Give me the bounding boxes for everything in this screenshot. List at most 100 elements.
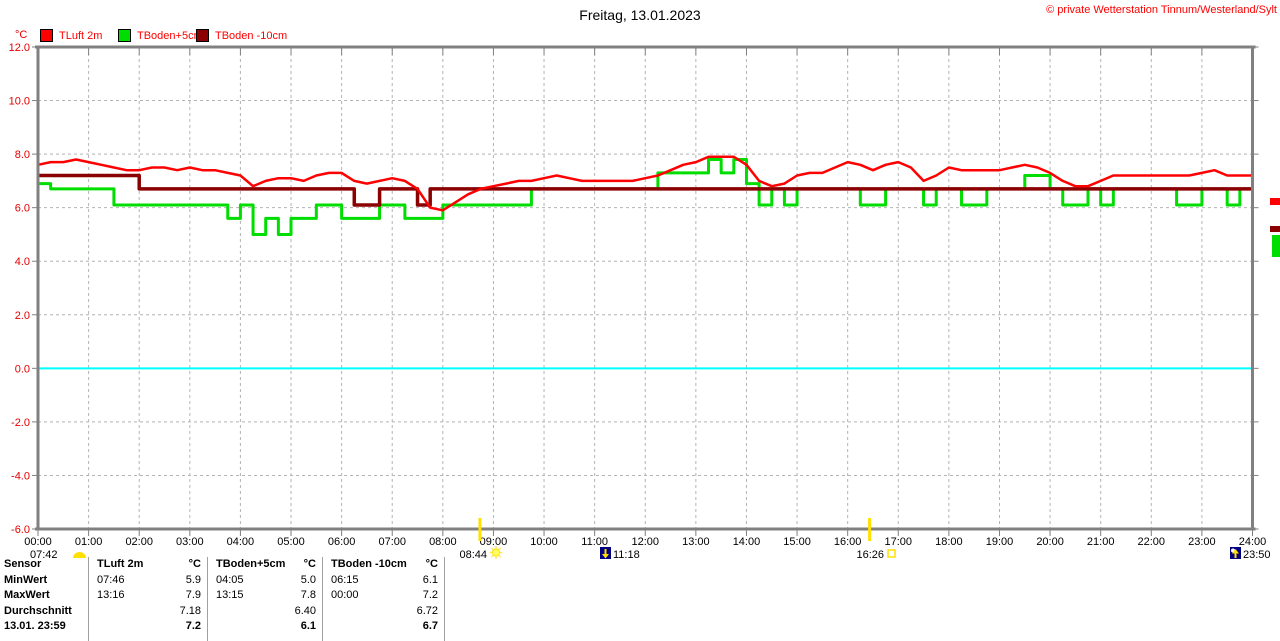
table-data-row: 07:46 5.9: [89, 573, 207, 589]
x-tick-label: 10:00: [530, 536, 558, 548]
y-tick-label: 8.0: [15, 149, 30, 161]
y-axis-unit: °C: [15, 29, 28, 41]
cell-time: 00:00: [331, 589, 359, 602]
legend-swatch-icon: [40, 29, 53, 42]
x-axis-labels: 00:00 01:00 02:00 03:00 04:00 05:00 06:00 07:00…: [24, 536, 1266, 548]
sensor-unit: °C: [303, 558, 316, 570]
dawn-icon: [73, 552, 86, 558]
cell-time: 13:15: [216, 589, 244, 602]
table-data-row: 13:15 7.8: [208, 588, 322, 604]
legend-label: TLuft 2m: [59, 29, 103, 42]
cell-value: 5.0: [300, 573, 316, 586]
table-data-row: 7.2: [89, 619, 207, 635]
cell-time: 04:05: [216, 573, 244, 586]
y-tick-label: -2.0: [11, 417, 30, 429]
x-tick-label: 04:00: [227, 536, 255, 548]
moonrise-icon: [1230, 547, 1241, 559]
sun-icon: [489, 546, 503, 559]
y-tick-label: 12.0: [9, 42, 30, 54]
x-tick-label: 12:00: [631, 536, 659, 548]
series-tboden-10cm: [38, 173, 1253, 207]
sunset-square: [887, 549, 896, 558]
legend-swatch-icon: [196, 29, 209, 42]
x-tick-label: 18:00: [935, 536, 963, 548]
x-tick-label: 17:00: [885, 536, 913, 548]
y-tick-label: -6.0: [11, 524, 30, 536]
edge-value-marker: [1272, 235, 1280, 257]
table-row-label: Durchschnitt: [4, 604, 72, 617]
sun-ray: [498, 547, 502, 551]
sun-disc: [492, 548, 500, 557]
cell-time: 06:15: [331, 573, 359, 586]
table-sensor-column-tboden-5cm: TBoden+5cm °C 04:05 5.0 13:15 7.8 6.40 6.1: [208, 557, 323, 641]
sun-ray: [498, 554, 502, 558]
copyright-text: © private Wetterstation Tinnum/Westerlan…: [1046, 4, 1277, 16]
arrow-down-head: [602, 554, 609, 559]
cell-value: 6.72: [416, 604, 438, 617]
page-title: Freitag, 13.01.2023: [579, 7, 701, 23]
table-data-row: 13:16 7.9: [89, 588, 207, 604]
x-tick-label: 19:00: [986, 536, 1014, 548]
x-tick-label: 02:00: [125, 536, 153, 548]
sensor-unit: °C: [188, 558, 201, 570]
x-tick-label: 08:00: [429, 536, 457, 548]
legend-label: TBoden+5cm: [137, 29, 203, 42]
tick-marks: [32, 46, 1259, 536]
sun-moon-time-label: 08:44: [459, 549, 487, 561]
table-data-row: 6.1: [208, 619, 322, 635]
table-header-row: TLuft 2m °C: [89, 557, 207, 573]
table-row-label: 13.01. 23:59: [4, 620, 66, 633]
table-header-row: TBoden+5cm °C: [208, 557, 322, 573]
table-label-column: Sensor MinWert MaxWert Durchschnitt 13.01. 2…: [0, 557, 89, 641]
table-data-row: 06:15 6.1: [323, 573, 444, 589]
x-tick-label: 05:00: [277, 536, 305, 548]
cell-value: 6.7: [422, 620, 438, 633]
gridlines: [38, 47, 1253, 529]
table-row-label: Sensor: [4, 558, 42, 570]
cell-value: 6.1: [422, 573, 438, 586]
sun-moon-time-label: 11:18: [613, 549, 640, 561]
cell-value: 7.18: [179, 604, 201, 617]
x-tick-label: 06:00: [328, 536, 356, 548]
table-sensor-column-tluft-2m: TLuft 2m °C 07:46 5.9 13:16 7.9 7.18 7.2: [89, 557, 208, 641]
y-tick-label: 6.0: [15, 203, 30, 215]
cell-time: [323, 604, 331, 620]
x-tick-label: 22:00: [1138, 536, 1166, 548]
series-tboden-5cm: [38, 157, 1254, 236]
cell-value: 7.8: [300, 589, 316, 602]
x-tick-label: 01:00: [75, 536, 103, 548]
y-tick-label: 0.0: [15, 363, 30, 375]
x-tick-label: 24:00: [1239, 536, 1267, 548]
sun-ray: [490, 554, 494, 558]
cell-time: [323, 619, 331, 635]
legend-item-tboden-5cm: TBoden+5cm: [118, 29, 203, 42]
table-data-row: 6.72: [323, 604, 444, 620]
legend-item-tluft-2m: TLuft 2m: [40, 29, 102, 42]
legend-item-tboden-10cm: TBoden -10cm: [196, 29, 287, 42]
cell-time: [208, 619, 216, 635]
x-tick-label: 15:00: [783, 536, 811, 548]
chart-legend: TLuft 2m TBoden+5cm TBoden -10cm: [0, 29, 500, 43]
table-row-label: MaxWert: [4, 589, 50, 602]
table-data-row: 00:00 7.2: [323, 588, 444, 604]
moonset-icon: [600, 547, 611, 559]
table-data-row: 6.40: [208, 604, 322, 620]
x-tick-label: 16:00: [834, 536, 862, 548]
table-data-row: 6.7: [323, 619, 444, 635]
cell-time: 07:46: [97, 573, 125, 586]
edge-value-marker: [1270, 226, 1280, 232]
x-tick-label: 13:00: [682, 536, 710, 548]
x-tick-label: 07:00: [378, 536, 406, 548]
cell-time: [208, 604, 216, 620]
cell-value: 6.40: [294, 604, 316, 617]
sun-moon-time-label: 16:26: [856, 549, 884, 561]
sensor-unit: °C: [425, 558, 438, 570]
cell-time: [89, 619, 97, 635]
y-tick-label: -4.0: [11, 470, 30, 482]
table-row-label: MinWert: [4, 573, 48, 586]
edge-value-marker: [1270, 198, 1280, 205]
y-axis-labels: 12.0 10.0 8.0 6.0 4.0 2.0 0.0 -2.0 -4.0 -6.0: [9, 42, 30, 536]
cell-value: 7.9: [185, 589, 201, 602]
